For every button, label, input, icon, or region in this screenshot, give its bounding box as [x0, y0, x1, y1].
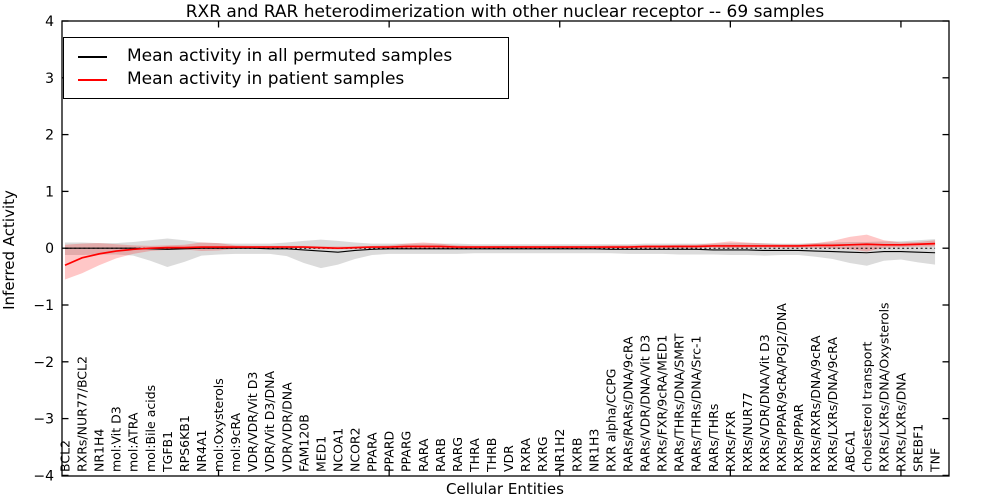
category-label: TGFB1 [160, 431, 175, 473]
category-label: RARs/THRs/DNA/Src-1 [689, 336, 704, 472]
category-label: RXRs/NUR77 [740, 392, 755, 472]
category-label: RARA [416, 438, 431, 472]
x-axis-label: Cellular Entities [446, 480, 564, 498]
category-label: FAM120B [296, 414, 311, 472]
y-tick-label: 3 [45, 71, 54, 87]
y-tick-label: −3 [33, 412, 54, 428]
category-label: NCOA1 [330, 428, 345, 472]
category-label: MED1 [313, 436, 328, 472]
category-label: RPS6KB1 [177, 415, 192, 472]
category-label: THRA [467, 438, 482, 473]
category-label: VDR/VDR/Vit D3 [245, 372, 260, 472]
category-label: mol:9cRA [228, 412, 243, 472]
category-label: RXRs/LXRs/DNA/9cRA [825, 337, 840, 472]
category-label: ABCA1 [842, 430, 857, 472]
category-label: RARs/RARs/DNA/9cRA [620, 336, 635, 472]
patient-line [64, 242, 936, 267]
category-label: NCOR2 [348, 427, 363, 472]
category-label: RARB [433, 438, 448, 472]
permuted-line-swatch [78, 55, 107, 58]
category-label: mol:Oxysterols [211, 378, 226, 472]
y-tick-label: −2 [33, 355, 54, 371]
category-label: NR1H4 [92, 429, 107, 472]
category-label: PPARD [382, 431, 397, 472]
category-label: RXRs/RXRs/DNA/9cRA [808, 335, 823, 472]
chart-title: RXR and RAR heterodimerization with othe… [186, 2, 825, 22]
category-label: RARs/THRs/DNA/SMRT [672, 333, 687, 472]
y-tick-label: −1 [33, 298, 54, 314]
category-label: RXRA [518, 438, 533, 472]
category-label: RXRs/VDR/DNA/Vit D3 [757, 334, 772, 472]
category-label: THRB [484, 438, 499, 473]
category-label: NR1H2 [552, 429, 567, 472]
category-label: VDR/Vit D3/DNA [262, 371, 277, 472]
category-label: RXRs/FXR [723, 411, 738, 472]
category-label: PPARA [365, 432, 380, 472]
legend: Mean activity in all permuted samples Me… [63, 37, 509, 99]
legend-label-permuted: Mean activity in all permuted samples [127, 46, 453, 67]
y-tick-label: 4 [45, 14, 54, 30]
category-label: RXRG [535, 436, 550, 472]
y-tick-label: 2 [45, 128, 54, 144]
y-tick-label: −4 [33, 468, 54, 484]
category-label: cholesterol transport [859, 341, 874, 472]
category-label: BCL2 [58, 440, 73, 472]
category-label: NR1H3 [586, 429, 601, 472]
category-label: TNF [928, 448, 943, 473]
permuted-band [65, 238, 936, 269]
category-label: RXRs/PPAR [791, 404, 806, 472]
category-label: VDR [501, 445, 516, 472]
category-label: RXRs/FXR/9cRA/MED1 [655, 335, 670, 472]
y-axis-label: Inferred Activity [0, 190, 18, 310]
category-label: RXRs/LXRs/DNA/Oxysterols [876, 302, 891, 472]
category-label: VDR/VDR/DNA [279, 382, 294, 472]
category-label: RXRs/PPAR/9cRA/PGJ2/DNA [774, 303, 789, 472]
category-label: RXRs/LXRs/DNA [893, 372, 908, 472]
category-label: mol:Bile acids [143, 385, 158, 472]
legend-item-patient: Mean activity in patient samples [78, 70, 496, 89]
category-label: mol:Vit D3 [109, 406, 124, 472]
category-label: RARs/THRs [706, 404, 721, 472]
category-label: RXRB [569, 437, 584, 472]
category-label: mol:ATRA [126, 412, 141, 472]
category-label: SREBF1 [911, 424, 926, 472]
permuted-line [65, 247, 936, 254]
category-label: RARs/VDR/DNA/Vit D3 [638, 335, 653, 472]
category-label: RXRs/NUR77/BCL2 [75, 356, 90, 472]
category-label: RARG [450, 437, 465, 472]
category-label: NR4A1 [194, 430, 209, 473]
y-tick-label: 0 [45, 241, 54, 257]
y-tick-label: 1 [45, 184, 54, 200]
category-label: RXR alpha/CCPG [603, 369, 618, 472]
category-label: PPARG [399, 431, 414, 472]
patient-line-swatch [78, 78, 107, 81]
legend-item-permuted: Mean activity in all permuted samples [78, 47, 496, 66]
legend-label-patient: Mean activity in patient samples [127, 69, 405, 90]
